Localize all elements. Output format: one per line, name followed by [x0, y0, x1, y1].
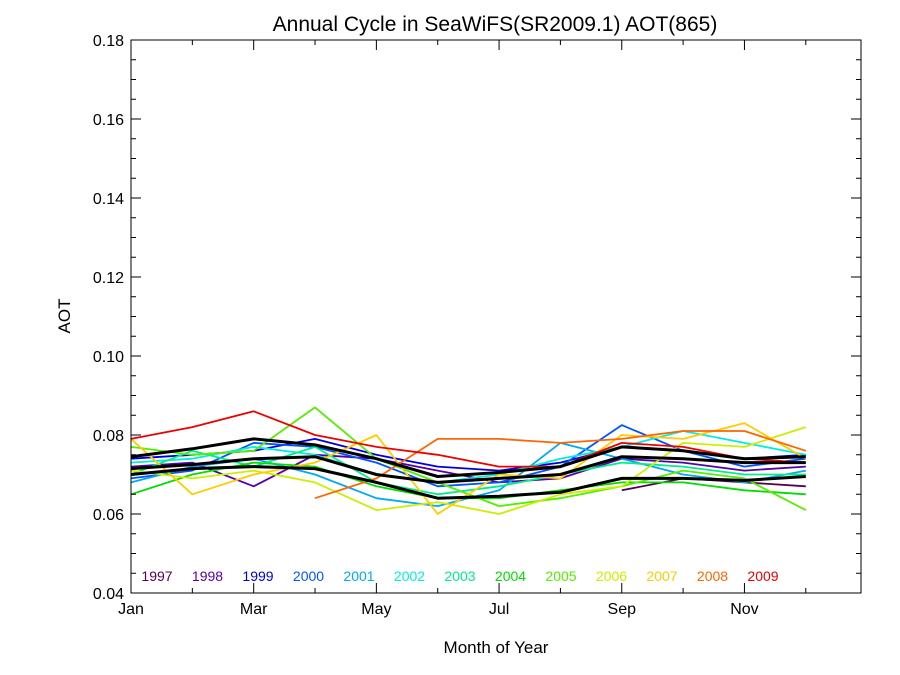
y-tick-label: 0.18 — [93, 33, 124, 50]
x-tick-label: May — [361, 601, 391, 618]
x-tick-label: Nov — [730, 601, 758, 618]
series-line-2009 — [130, 410, 806, 468]
y-tick-label: 0.08 — [93, 428, 124, 445]
x-tick-label: Jan — [118, 601, 144, 618]
legend-label-2007: 2007 — [646, 568, 677, 584]
y-tick-label: 0.16 — [93, 112, 124, 129]
legend-label-1998: 1998 — [192, 568, 223, 584]
x-tick-label: Sep — [608, 601, 637, 618]
legend-label-1997: 1997 — [141, 568, 172, 584]
legend-label-2006: 2006 — [596, 568, 627, 584]
mean-line-16 — [130, 465, 806, 500]
legend: 1997 1998 1999 2000 2001 2002 2003 2004 2005 2006… — [141, 568, 778, 584]
series-lines — [130, 406, 807, 515]
legend-label-2001: 2001 — [343, 568, 374, 584]
mean-line-15 — [130, 455, 806, 484]
x-tick-label: Jul — [489, 601, 509, 618]
x-axis-label: Month of Year — [444, 638, 549, 657]
y-tick-label: 0.12 — [93, 270, 124, 287]
legend-label-2002: 2002 — [394, 568, 425, 584]
legend-label-2008: 2008 — [697, 568, 728, 584]
series-line-2002 — [130, 430, 806, 484]
legend-label-2000: 2000 — [293, 568, 324, 584]
y-tick-label: 0.04 — [93, 586, 124, 603]
legend-label-2003: 2003 — [444, 568, 475, 584]
legend-label-1999: 1999 — [242, 568, 273, 584]
y-axis-label: AOT — [55, 299, 74, 334]
legend-label-2009: 2009 — [747, 568, 778, 584]
plot-frame — [130, 39, 862, 594]
series-line-2007 — [130, 422, 807, 515]
axis-ticks: 0.04 0.06 0.08 0.10 0.12 0.14 0.16 0.18 Jan Mar Ma… — [93, 33, 861, 618]
series-line-2006 — [130, 426, 807, 515]
y-tick-label: 0.06 — [93, 507, 124, 524]
series-line-1998 — [130, 453, 806, 488]
y-tick-label: 0.14 — [93, 191, 124, 208]
chart-title: Annual Cycle in SeaWiFS(SR2009.1) AOT(86… — [273, 13, 718, 36]
legend-label-2005: 2005 — [545, 568, 576, 584]
x-tick-label: Mar — [240, 601, 268, 618]
y-tick-label: 0.10 — [93, 349, 124, 366]
mean-line-14 — [130, 437, 806, 478]
legend-label-2004: 2004 — [495, 568, 526, 584]
